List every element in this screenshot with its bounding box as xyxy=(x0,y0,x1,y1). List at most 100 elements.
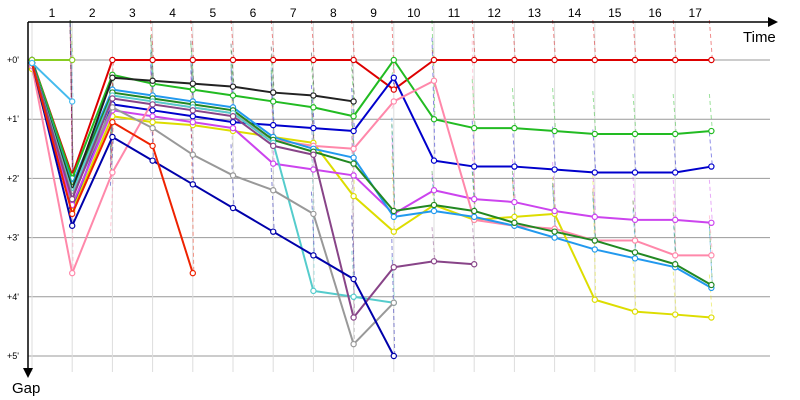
x-tick-label: 11 xyxy=(448,6,461,20)
data-point xyxy=(68,269,76,277)
data-point xyxy=(471,213,478,221)
x-tick-label: 2 xyxy=(89,6,96,20)
series-line xyxy=(31,59,712,209)
data-point xyxy=(310,210,317,218)
lap-connector xyxy=(270,46,275,93)
data-point xyxy=(149,113,156,120)
data-point xyxy=(390,86,397,93)
y-tick-label: +4' xyxy=(7,292,19,302)
data-point xyxy=(390,352,397,360)
data-point xyxy=(189,86,196,93)
data-point xyxy=(350,145,357,152)
data-point xyxy=(350,127,357,135)
data-point xyxy=(109,74,116,81)
x-axis-title: Time xyxy=(743,29,776,46)
y-tick-label: +1' xyxy=(7,114,19,124)
data-point xyxy=(390,213,397,221)
lap-connector xyxy=(672,200,677,256)
data-point xyxy=(471,124,478,132)
lap-connector xyxy=(351,250,356,297)
lap-connector xyxy=(431,61,436,81)
data-point xyxy=(390,207,397,215)
data-point xyxy=(28,59,36,67)
data-point xyxy=(229,124,237,132)
x-tick-label: 17 xyxy=(689,6,703,20)
lap-connector xyxy=(69,22,74,102)
data-point xyxy=(672,169,679,176)
data-point xyxy=(109,95,116,102)
data-point xyxy=(631,130,639,138)
data-point xyxy=(430,201,438,209)
data-point xyxy=(672,311,679,318)
lap-connector xyxy=(310,150,315,214)
data-point xyxy=(270,89,277,96)
data-point xyxy=(149,118,156,126)
data-point xyxy=(189,56,196,64)
data-point xyxy=(471,163,478,170)
lap-connector xyxy=(511,179,516,217)
data-point xyxy=(631,308,639,315)
lap-connector xyxy=(431,173,436,191)
data-point xyxy=(551,234,558,241)
lap-connector xyxy=(109,122,114,174)
series-16 xyxy=(28,59,76,105)
data-point xyxy=(229,204,237,212)
lap-connector xyxy=(708,132,713,167)
data-point xyxy=(229,118,237,126)
lap-connector xyxy=(391,156,396,232)
x-tick-label: 5 xyxy=(209,6,216,20)
lap-connector xyxy=(109,172,114,234)
y-tick-label: +5' xyxy=(7,351,19,361)
lap-connector xyxy=(672,271,677,315)
lap-connector xyxy=(391,117,396,217)
lap-connector xyxy=(69,22,74,200)
data-point xyxy=(270,228,277,235)
data-point xyxy=(511,56,518,64)
series-line xyxy=(31,62,475,319)
data-point xyxy=(270,56,277,64)
x-tick-label: 14 xyxy=(568,6,582,20)
lap-connector xyxy=(431,191,436,206)
lap-connector xyxy=(109,116,114,171)
lap-connector xyxy=(592,91,597,135)
series-11 xyxy=(28,59,397,348)
series-line xyxy=(31,62,73,103)
lap-connector xyxy=(471,221,476,265)
data-point xyxy=(631,255,639,262)
x-tick-label: 12 xyxy=(488,6,502,20)
data-point xyxy=(350,293,357,300)
data-point xyxy=(708,252,715,259)
lap-connector xyxy=(109,107,114,157)
lap-connector xyxy=(351,67,356,117)
data-point xyxy=(310,56,317,64)
data-point xyxy=(708,127,715,135)
data-point xyxy=(109,118,116,126)
data-point xyxy=(68,210,76,218)
x-axis-arrow xyxy=(768,17,778,27)
data-point xyxy=(350,275,357,283)
data-point xyxy=(68,222,76,229)
data-point xyxy=(68,98,76,105)
data-point xyxy=(229,56,237,64)
data-point xyxy=(310,151,317,158)
data-point xyxy=(631,249,639,256)
data-point xyxy=(270,121,277,129)
lap-connector xyxy=(592,170,597,217)
lap-connector xyxy=(431,227,436,262)
lap-connector xyxy=(351,215,356,280)
data-point xyxy=(189,118,196,126)
x-tick-label: 16 xyxy=(648,6,662,20)
series-line xyxy=(31,68,712,319)
data-point xyxy=(350,113,357,120)
lap-connector xyxy=(310,191,315,256)
data-point xyxy=(109,56,116,64)
lap-connector xyxy=(471,79,476,129)
data-point xyxy=(350,172,357,179)
data-point xyxy=(430,187,438,194)
data-point xyxy=(270,160,277,167)
lap-connector xyxy=(632,176,637,220)
lap-connector xyxy=(632,200,637,253)
lap-connector xyxy=(391,59,396,77)
data-point xyxy=(310,252,317,259)
data-point xyxy=(229,92,237,99)
